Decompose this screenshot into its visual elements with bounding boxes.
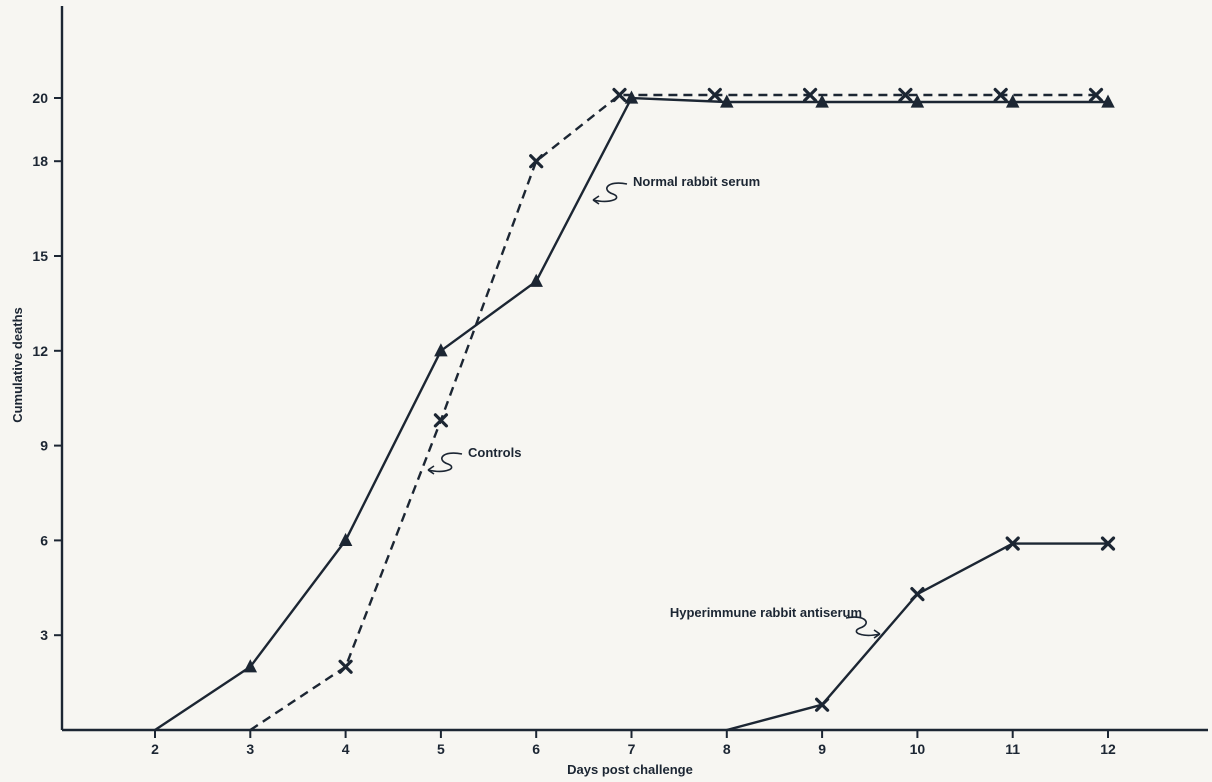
x-axis-label: Days post challenge <box>567 762 693 777</box>
pointer-arrow-icon <box>845 616 881 639</box>
series-layer <box>154 87 1116 732</box>
triangle-marker <box>434 343 448 357</box>
pointer-arrow-icon <box>427 452 463 475</box>
triangle-marker <box>720 94 734 108</box>
series-label-normal-rabbit-serum: Normal rabbit serum <box>633 174 760 189</box>
x-marker <box>529 154 544 169</box>
pointer-arrow-icon <box>592 182 628 205</box>
controls-line <box>249 93 1096 732</box>
y-tick-label: 12 <box>32 343 48 359</box>
triangle-marker <box>243 659 258 673</box>
x-tick-label: 9 <box>818 741 826 757</box>
annotations: Normal rabbit serum Controls Hyperimmune r… <box>427 174 881 639</box>
triangle-marker <box>1005 94 1020 108</box>
x-marker <box>1100 536 1116 551</box>
x-tick-label: 7 <box>628 741 636 757</box>
x-tick-label: 5 <box>437 741 445 757</box>
series-label-controls: Controls <box>468 445 521 460</box>
x-tick-label: 6 <box>532 741 540 757</box>
x-tick-label: 2 <box>151 741 159 757</box>
series-controls <box>249 87 1104 732</box>
x-marker <box>910 587 925 602</box>
series-hyperimmune-rabbit-antiserum <box>726 536 1116 732</box>
y-tick-label: 6 <box>40 532 48 548</box>
triangle-marker <box>338 532 353 547</box>
hyperimmune-rabbit-antiserum-line <box>726 542 1108 732</box>
y-tick-label: 18 <box>32 153 48 169</box>
x-marker <box>814 697 830 712</box>
triangle-marker <box>624 90 639 104</box>
x-marker <box>898 87 913 103</box>
x-tick-label: 4 <box>342 741 350 757</box>
axes <box>60 6 1208 732</box>
x-marker <box>1005 536 1020 551</box>
x-marker <box>433 413 448 428</box>
series-label-hyperimmune-rabbit-antiserum: Hyperimmune rabbit antiserum <box>670 605 862 620</box>
normal-rabbit-serum-line <box>154 96 1108 732</box>
x-marker <box>993 87 1008 103</box>
y-tick-label: 3 <box>40 627 48 643</box>
x-tick-label: 11 <box>1005 741 1020 757</box>
x-marker <box>612 87 627 103</box>
x-marker <box>802 87 818 103</box>
x-tick-label: 10 <box>910 741 926 757</box>
triangle-marker <box>815 94 829 108</box>
x-marker <box>1088 87 1104 103</box>
y-axis-label: Cumulative deaths <box>10 307 25 423</box>
triangle-marker <box>910 94 925 108</box>
y-tick-label: 20 <box>32 90 48 106</box>
y-tick-label: 15 <box>32 248 48 264</box>
series-normal-rabbit-serum <box>154 90 1115 732</box>
triangle-marker <box>529 273 543 287</box>
x-tick-label: 12 <box>1100 741 1116 757</box>
x-tick-label: 8 <box>723 741 731 757</box>
triangle-marker <box>1101 94 1115 108</box>
x-marker <box>338 659 353 674</box>
x-tick-label: 3 <box>246 741 254 757</box>
axis-ticks: 2 3 4 5 6 7 8 9 10 11 12 3 6 9 12 15 18 20 <box>32 90 1116 757</box>
y-tick-label: 9 <box>40 438 48 454</box>
x-marker <box>707 87 722 103</box>
